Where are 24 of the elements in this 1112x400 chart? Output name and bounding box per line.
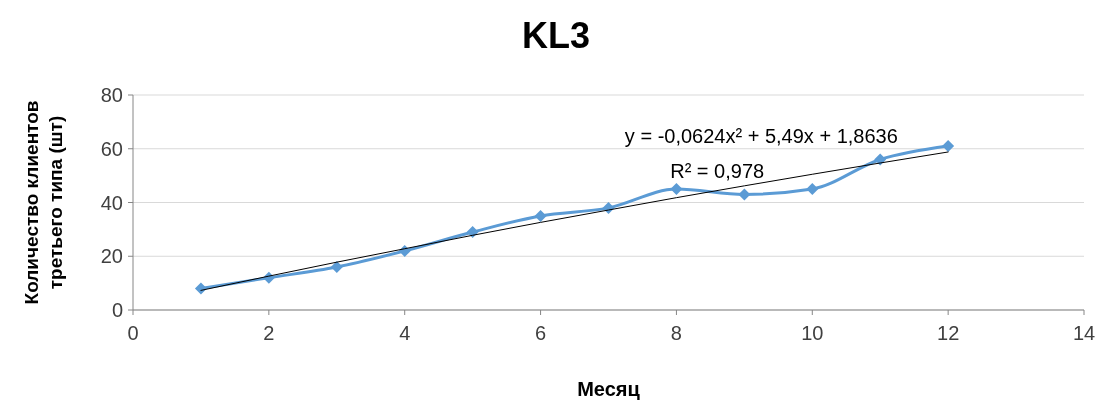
y-tick-label: 40	[100, 191, 123, 214]
x-tick-label: 2	[263, 322, 275, 344]
x-tick-label: 0	[127, 322, 139, 344]
x-tick-label: 12	[937, 322, 960, 344]
annotation: y = -0,0624x² + 5,49x + 1,8636	[624, 125, 898, 148]
y-tick-label: 20	[100, 245, 123, 268]
x-tick-label: 6	[535, 322, 547, 344]
x-tick-label: 4	[399, 322, 411, 344]
y-tick-label: 0	[111, 299, 123, 321]
point	[806, 183, 819, 196]
x-tick-label: 10	[801, 322, 824, 344]
point	[330, 261, 343, 273]
chart-title: KL3	[521, 15, 591, 56]
x-tick-label: 8	[670, 322, 682, 344]
x-axis-title: Месяц	[577, 378, 641, 400]
x-tick-label: 14	[1072, 322, 1096, 344]
point	[942, 140, 955, 153]
annotation: R² = 0,978	[670, 160, 765, 183]
point	[534, 209, 547, 222]
point	[670, 183, 683, 196]
y-tick-label: 60	[100, 137, 123, 160]
y-axis-title: Количество клиентов третьего типа (шт)	[21, 100, 66, 305]
y-tick-label: 80	[100, 84, 123, 106]
point	[738, 188, 751, 201]
